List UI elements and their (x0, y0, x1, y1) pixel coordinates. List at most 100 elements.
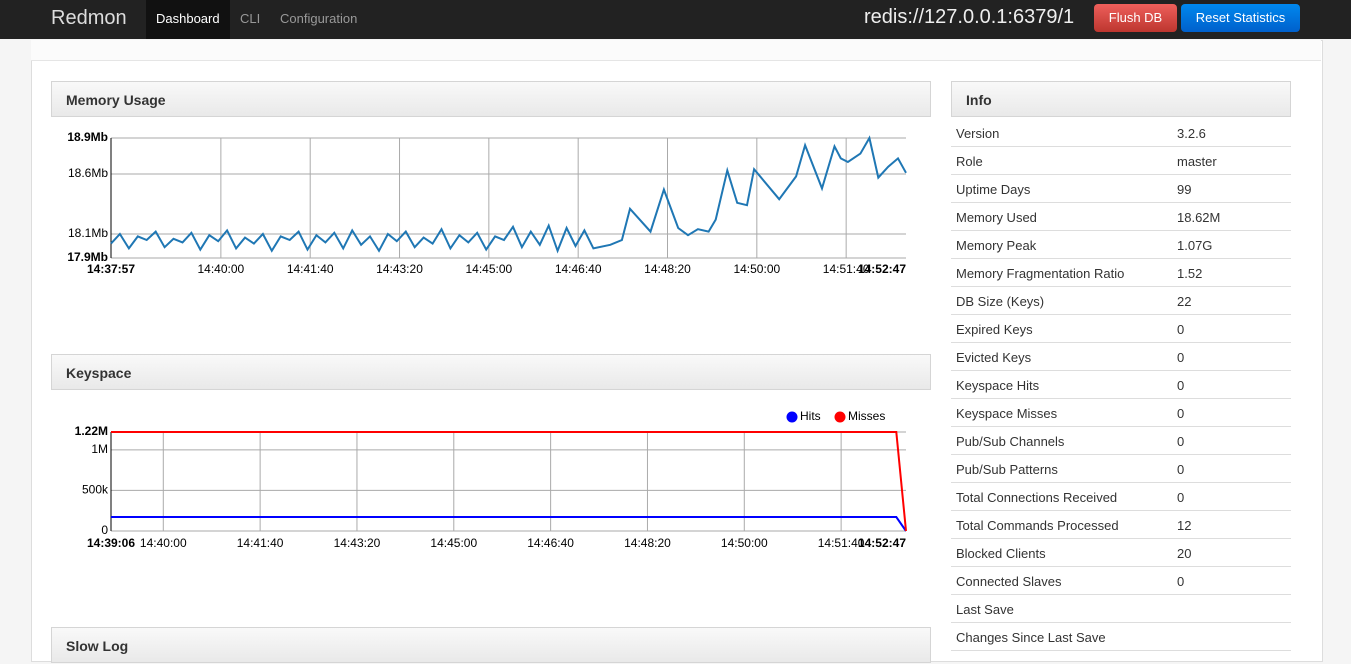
x-tick-label: 14:48:20 (624, 536, 671, 550)
legend-label: Hits (800, 409, 821, 423)
legend-label: Misses (848, 409, 885, 423)
nav-configuration[interactable]: Configuration (280, 11, 358, 26)
info-value: master (1177, 154, 1217, 169)
info-label: Memory Fragmentation Ratio (956, 266, 1125, 281)
x-tick-label: 14:48:20 (644, 262, 691, 276)
info-value: 18.62M (1177, 210, 1221, 225)
panel-header: Keyspace (51, 354, 931, 390)
info-row: Uptime Days 99 (951, 175, 1291, 203)
info-label: Memory Peak (956, 238, 1037, 253)
navbar: Redmon Dashboard CLI Configuration redis… (0, 0, 1351, 39)
legend-swatch (834, 411, 846, 423)
info-row: Connected Slaves 0 (951, 567, 1291, 595)
info-row: Total Commands Processed 12 (951, 511, 1291, 539)
info-value: 12 (1177, 518, 1192, 533)
info-row: Memory Fragmentation Ratio 1.52 (951, 259, 1291, 287)
x-tick-label: 14:46:40 (527, 536, 574, 550)
connection: redis://127.0.0.1:6379/1 (864, 6, 1075, 28)
info-label: Total Commands Processed (956, 518, 1119, 533)
info-label: DB Size (Keys) (956, 294, 1045, 309)
info-value: 0 (1177, 378, 1185, 393)
info-row: Expired Keys 0 (951, 315, 1291, 343)
y-tick-label: 0 (101, 523, 108, 537)
info-row: Total Connections Received 0 (951, 483, 1291, 511)
nav-cli[interactable]: CLI (240, 11, 261, 26)
info-value: 0 (1177, 406, 1185, 421)
x-limit-label: 14:52:47 (858, 262, 906, 276)
info-label: Total Connections Received (956, 490, 1118, 505)
info-label: Evicted Keys (956, 350, 1032, 365)
info-value: 22 (1177, 294, 1192, 309)
info-row: Memory Peak 1.07G (951, 231, 1291, 259)
content (31, 40, 1323, 662)
x-limit-label: 14:39:06 (87, 536, 135, 550)
data-line (110, 135, 907, 254)
strip (31, 40, 1321, 61)
info-row: Version 3.2.6 (951, 119, 1291, 147)
x-tick-label: 14:50:00 (733, 262, 780, 276)
info-row: Evicted Keys 0 (951, 343, 1291, 371)
x-tick-label: 14:40:00 (140, 536, 187, 550)
info-value: 0 (1177, 490, 1185, 505)
panel-header: Slow Log (51, 627, 931, 663)
x-tick-label: 14:40:00 (198, 262, 245, 276)
info-value: 3.2.6 (1177, 126, 1206, 141)
info-label: Expired Keys (956, 322, 1033, 337)
info-row: Keyspace Hits 0 (951, 371, 1291, 399)
reset-statistics-button[interactable]: Reset Statistics (1181, 4, 1300, 32)
x-tick-label: 14:45:00 (465, 262, 512, 276)
y-tick-label: 18.9Mb (67, 130, 108, 144)
y-tick-label: 17.9Mb (67, 250, 108, 264)
y-tick-label: 1.22M (75, 424, 108, 438)
x-tick-label: 14:43:20 (376, 262, 423, 276)
x-tick-label: 14:50:00 (721, 536, 768, 550)
info-value: 0 (1177, 462, 1185, 477)
x-tick-label: 14:41:40 (287, 262, 334, 276)
info-label: Pub/Sub Channels (956, 434, 1065, 449)
x-tick-label: 14:51:40 (818, 536, 865, 550)
panel-header: Memory Usage (51, 81, 931, 117)
info-label: Role (956, 154, 983, 169)
data-line (111, 431, 907, 532)
y-tick-label: 18.6Mb (68, 166, 108, 180)
keyspace-chart: 0 500k 1M 1.22M 14:40:00 14:41:40 14:43:20 14:4… (75, 409, 907, 550)
info-value: 0 (1177, 322, 1185, 337)
info-label: Version (956, 126, 1000, 141)
info-value: 1.52 (1177, 266, 1203, 281)
info-label: Uptime Days (956, 182, 1031, 197)
nav-dashboard[interactable]: Dashboard (146, 0, 230, 39)
x-tick-label: 14:41:40 (237, 536, 284, 550)
info-value: 0 (1177, 574, 1185, 589)
x-tick-label: 14:46:40 (555, 262, 602, 276)
info-label: Changes Since Last Save (956, 630, 1106, 645)
info-row: Role master (951, 147, 1291, 175)
info-row: Pub/Sub Channels 0 (951, 427, 1291, 455)
info-row: Changes Since Last Save (951, 623, 1291, 651)
flush-db-button[interactable]: Flush DB (1094, 4, 1177, 32)
info-row: Blocked Clients 20 (951, 539, 1291, 567)
brand[interactable]: Redmon (51, 7, 127, 29)
x-limit-label: 14:52:47 (858, 536, 906, 550)
info-row: Last Save (951, 595, 1291, 623)
info-row: Pub/Sub Patterns 0 (951, 455, 1291, 483)
x-limit-label: 14:37:57 (87, 262, 135, 276)
info-label: Connected Slaves (956, 574, 1062, 589)
y-tick-label: 1M (91, 442, 108, 456)
x-tick-label: 14:43:20 (334, 536, 381, 550)
info-label: Last Save (956, 602, 1014, 617)
x-tick-label: 14:45:00 (430, 536, 477, 550)
x-tick-label: 14:51:40 (823, 262, 870, 276)
info-value: 0 (1177, 350, 1185, 365)
y-tick-label: 18.1Mb (68, 226, 108, 240)
info-value: 20 (1177, 546, 1192, 561)
info-label: Keyspace Hits (956, 378, 1040, 393)
info-value: 0 (1177, 434, 1185, 449)
data-line (111, 516, 907, 532)
panel-header: Info (951, 81, 1291, 117)
legend-swatch (786, 411, 798, 423)
info-row: DB Size (Keys) 22 (951, 287, 1291, 315)
info-row: Memory Used 18.62M (951, 203, 1291, 231)
memory-chart: 17.9Mb 18.1Mb 18.6Mb 18.9Mb 14:40:00 14:41:40… (67, 130, 907, 276)
info-label: Memory Used (956, 210, 1037, 225)
info-value: 1.07G (1177, 238, 1213, 253)
